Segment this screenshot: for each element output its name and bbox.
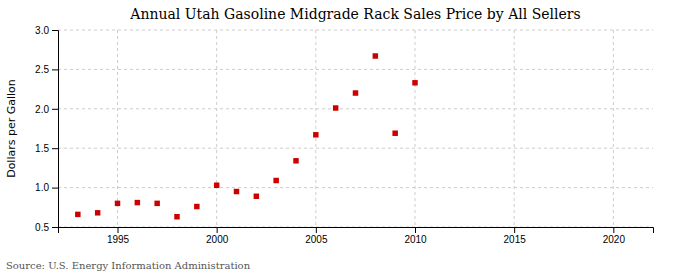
tick-mark — [217, 227, 218, 233]
point — [115, 201, 120, 206]
tick-label: 2010 — [404, 234, 427, 245]
tick: 2020 — [603, 227, 626, 245]
grid-line — [58, 148, 653, 149]
y-axis: 0.5 1.0 1.5 2.0 2.5 3.0 — [35, 25, 58, 233]
grid-line — [415, 30, 416, 227]
tick: 1.0 — [35, 182, 58, 193]
tick-label: 3.0 — [35, 25, 49, 36]
tick: 2.0 — [35, 104, 58, 115]
point — [234, 189, 239, 194]
grid-line — [514, 30, 515, 227]
tick-label: 2020 — [603, 234, 626, 245]
tick-label: 2.5 — [35, 64, 49, 75]
tick: 2.5 — [35, 64, 58, 75]
point — [293, 158, 298, 163]
tick-label: 2000 — [206, 234, 229, 245]
axis-line — [52, 31, 59, 228]
grid-line — [58, 108, 653, 109]
tick: 2000 — [206, 227, 229, 245]
grid-line — [613, 30, 614, 227]
tick-mark — [52, 30, 58, 31]
point — [135, 200, 140, 205]
tick: 2015 — [504, 227, 527, 245]
tick-mark — [415, 227, 416, 233]
tick-label: 2005 — [305, 234, 328, 245]
tick-mark — [613, 227, 614, 233]
grid — [58, 30, 653, 227]
tick-mark — [52, 69, 58, 70]
plot-area: 1995 2000 2005 2010 2015 2020 0.5 1.0 1.5 2.0 2.5 3… — [35, 25, 653, 245]
tick-label: 1.0 — [35, 182, 49, 193]
grid-line — [315, 30, 316, 227]
tick-mark — [118, 227, 119, 233]
tick: 1995 — [107, 227, 130, 245]
point — [95, 210, 100, 215]
chart-svg: 1995 2000 2005 2010 2015 2020 0.5 1.0 1.5 2.0 2.5 3… — [0, 0, 675, 275]
point — [194, 204, 199, 209]
tick-label: 0.5 — [35, 222, 49, 233]
axis-line — [59, 228, 654, 234]
point — [75, 212, 80, 217]
point — [392, 130, 397, 135]
point — [154, 201, 159, 206]
tick: 2005 — [305, 227, 328, 245]
grid-line — [58, 69, 653, 70]
grid-line — [117, 30, 118, 227]
point — [313, 132, 318, 137]
grid-line — [58, 30, 653, 31]
point — [214, 182, 219, 187]
grid-line — [58, 187, 653, 188]
tick: 3.0 — [35, 25, 58, 36]
tick-mark — [316, 227, 317, 233]
tick-mark — [52, 188, 58, 189]
point — [273, 178, 278, 183]
tick-mark — [52, 148, 58, 149]
y-axis-title: Dollars per Gallon — [5, 79, 18, 178]
point — [174, 214, 179, 219]
tick-label: 2015 — [504, 234, 527, 245]
point — [254, 194, 259, 199]
point — [373, 53, 378, 58]
tick-mark — [514, 227, 515, 233]
title: Annual Utah Gasoline Midgrade Rack Sales… — [129, 6, 580, 22]
x-axis: 1995 2000 2005 2010 2015 2020 — [59, 227, 654, 245]
tick-mark — [52, 227, 58, 228]
tick: 2010 — [404, 227, 427, 245]
tick-label: 1.5 — [35, 143, 49, 154]
tick-label: 1995 — [107, 234, 130, 245]
source-note: Source: U.S. Energy Information Administ… — [6, 260, 251, 271]
points — [75, 53, 418, 219]
tick: 0.5 — [35, 222, 58, 233]
tick: 1.5 — [35, 143, 58, 154]
point — [333, 105, 338, 110]
grid-line — [216, 30, 217, 227]
point — [412, 80, 417, 85]
tick-label: 2.0 — [35, 104, 49, 115]
tick-mark — [52, 109, 58, 110]
point — [353, 90, 358, 95]
chart-container: 1995 2000 2005 2010 2015 2020 0.5 1.0 1.5 2.0 2.5 3… — [0, 0, 675, 275]
